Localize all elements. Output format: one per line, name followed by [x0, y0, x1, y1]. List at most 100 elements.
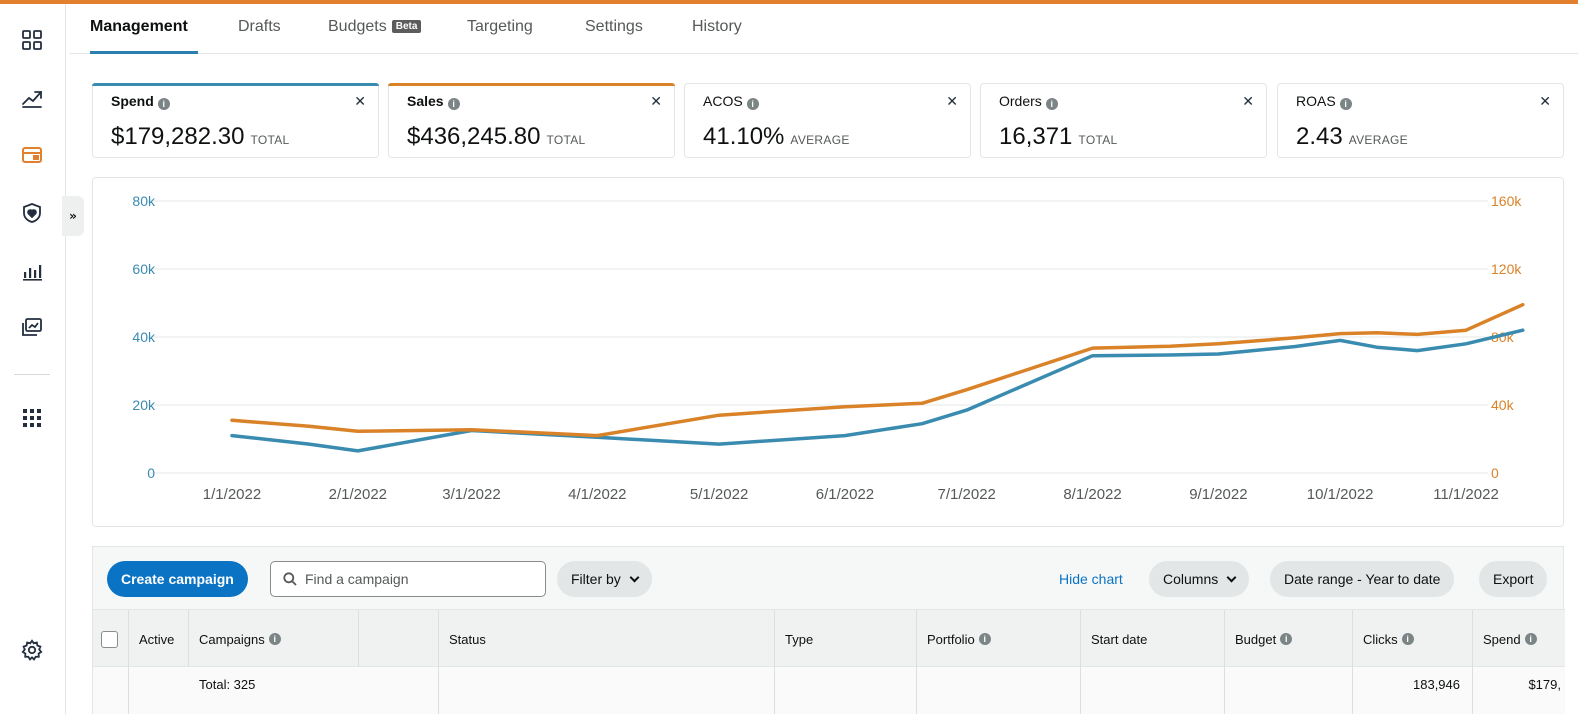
y-right-tick-label: 160k	[1491, 193, 1522, 209]
x-tick-label: 11/1/2022	[1433, 486, 1499, 503]
col-clicks[interactable]: Clicks i	[1353, 610, 1473, 668]
x-tick-label: 9/1/2022	[1189, 486, 1247, 503]
campaign-search[interactable]	[270, 561, 546, 597]
hide-chart-link[interactable]: Hide chart	[1059, 571, 1123, 587]
columns-label: Columns	[1163, 571, 1219, 587]
shield-heart-icon[interactable]	[18, 199, 46, 227]
y-left-tick-label: 60k	[132, 261, 156, 277]
info-icon[interactable]: i	[268, 633, 281, 645]
chevron-down-icon	[629, 572, 640, 582]
tab-targeting[interactable]: Targeting	[467, 18, 533, 35]
metric-unit: TOTAL	[1078, 133, 1118, 147]
metric-value: $179,282.30 TOTAL	[111, 123, 290, 151]
col-spend[interactable]: Spend i	[1473, 610, 1565, 668]
info-icon[interactable]: i	[1524, 633, 1537, 645]
metric-card-sales[interactable]: Sales i ✕ $436,245.80 TOTAL	[388, 83, 675, 158]
trend-up-icon[interactable]	[18, 84, 46, 112]
col-campaigns[interactable]: Campaigns i	[189, 610, 359, 668]
y-left-tick-label: 0	[147, 465, 155, 481]
col-spend-label: Spend	[1483, 631, 1521, 647]
total-cell-empty	[917, 667, 1081, 714]
col-spacer	[359, 610, 439, 668]
bar-chart-icon[interactable]	[18, 257, 46, 285]
expand-sidebar-button[interactable]: »	[62, 196, 84, 236]
metric-unit: AVERAGE	[1348, 133, 1408, 147]
filter-by-dropdown[interactable]: Filter by	[557, 561, 652, 597]
metric-card-acos[interactable]: ACOS i ✕ 41.10% AVERAGE	[684, 83, 971, 158]
info-icon[interactable]: i	[1339, 98, 1352, 110]
create-campaign-button[interactable]: Create campaign	[107, 561, 248, 597]
col-type[interactable]: Type	[775, 610, 917, 668]
date-range-button[interactable]: Date range - Year to date	[1270, 561, 1455, 597]
y-right-tick-label: 40k	[1491, 397, 1515, 413]
metric-label-text: Sales	[407, 93, 444, 109]
metric-value-text: 16,371	[999, 123, 1073, 150]
col-budget[interactable]: Budget i	[1225, 610, 1353, 668]
performance-chart: 0 0 20k 40k 40k 80k 60k 120k 80k 160k 1/1/2022 2/1/…	[92, 177, 1564, 527]
tab-history[interactable]: History	[692, 18, 742, 35]
total-clicks: 183,946	[1353, 667, 1473, 714]
total-cell-empty	[1225, 667, 1353, 714]
info-icon[interactable]: i	[157, 98, 170, 110]
metric-label: Spend i	[111, 93, 170, 110]
search-icon	[283, 572, 297, 586]
col-active[interactable]: Active	[129, 610, 189, 668]
search-input[interactable]	[305, 571, 535, 587]
tab-drafts[interactable]: Drafts	[238, 18, 281, 35]
col-portfolio[interactable]: Portfolio i	[917, 610, 1081, 668]
grid-apps-icon[interactable]	[18, 404, 46, 432]
tab-budgets[interactable]: Budgets Beta	[328, 18, 422, 36]
metric-card-roas[interactable]: ROAS i ✕ 2.43 AVERAGE	[1277, 83, 1564, 158]
x-tick-label: 1/1/2022	[203, 486, 261, 503]
dashboard-icon[interactable]	[18, 26, 46, 54]
tab-settings[interactable]: Settings	[585, 18, 643, 35]
x-tick-label: 10/1/2022	[1307, 486, 1374, 503]
close-icon[interactable]: ✕	[650, 94, 662, 110]
metric-card-orders[interactable]: Orders i ✕ 16,371 TOTAL	[980, 83, 1267, 158]
metric-card-spend[interactable]: Spend i ✕ $179,282.30 TOTAL	[92, 83, 379, 158]
info-icon[interactable]: i	[1401, 633, 1414, 645]
x-tick-label: 3/1/2022	[442, 486, 500, 503]
metric-label: Orders i	[999, 93, 1058, 110]
close-icon[interactable]: ✕	[1539, 94, 1551, 110]
table-row-total: Total: 325 183,946 $179,	[93, 667, 1565, 714]
settings-gear-icon[interactable]	[18, 636, 46, 664]
select-all-cell	[93, 610, 129, 668]
tab-management[interactable]: Management	[90, 18, 188, 35]
total-cell-empty	[1081, 667, 1225, 714]
y-left-tick-label: 40k	[132, 329, 156, 345]
select-all-checkbox[interactable]	[101, 630, 118, 648]
total-label: Total: 325	[129, 667, 439, 714]
col-campaigns-label: Campaigns	[199, 631, 265, 647]
info-icon[interactable]: i	[447, 98, 460, 110]
y-right-tick-label: 0	[1491, 465, 1499, 481]
close-icon[interactable]: ✕	[1242, 94, 1254, 110]
filter-by-label: Filter by	[571, 571, 621, 587]
metric-value: $436,245.80 TOTAL	[407, 123, 586, 151]
metric-label: ACOS i	[703, 93, 759, 110]
total-cell-empty	[439, 667, 775, 714]
columns-dropdown[interactable]: Columns	[1149, 561, 1250, 597]
info-icon[interactable]: i	[1045, 98, 1058, 110]
info-icon[interactable]: i	[746, 98, 759, 110]
metric-unit: TOTAL	[250, 133, 290, 147]
col-status[interactable]: Status	[439, 610, 775, 668]
metric-value: 2.43 AVERAGE	[1296, 123, 1408, 151]
metric-label-text: Orders	[999, 93, 1042, 109]
chevron-down-icon	[1226, 572, 1237, 582]
metric-color-bar	[388, 83, 675, 86]
close-icon[interactable]: ✕	[354, 94, 366, 110]
col-start-date[interactable]: Start date	[1081, 610, 1225, 668]
tab-bar: Management Drafts Budgets Beta Targeting …	[70, 4, 1578, 54]
info-icon[interactable]: i	[978, 633, 991, 645]
beta-badge: Beta	[391, 20, 422, 33]
export-button[interactable]: Export	[1479, 561, 1548, 597]
close-icon[interactable]: ✕	[946, 94, 958, 110]
wallet-icon[interactable]	[18, 141, 46, 169]
info-icon[interactable]: i	[1280, 633, 1293, 645]
sidebar-divider	[14, 374, 50, 375]
metric-value-text: 2.43	[1296, 123, 1343, 150]
left-sidebar	[0, 4, 66, 714]
media-library-icon[interactable]	[18, 314, 46, 342]
active-tab-indicator	[90, 51, 198, 54]
